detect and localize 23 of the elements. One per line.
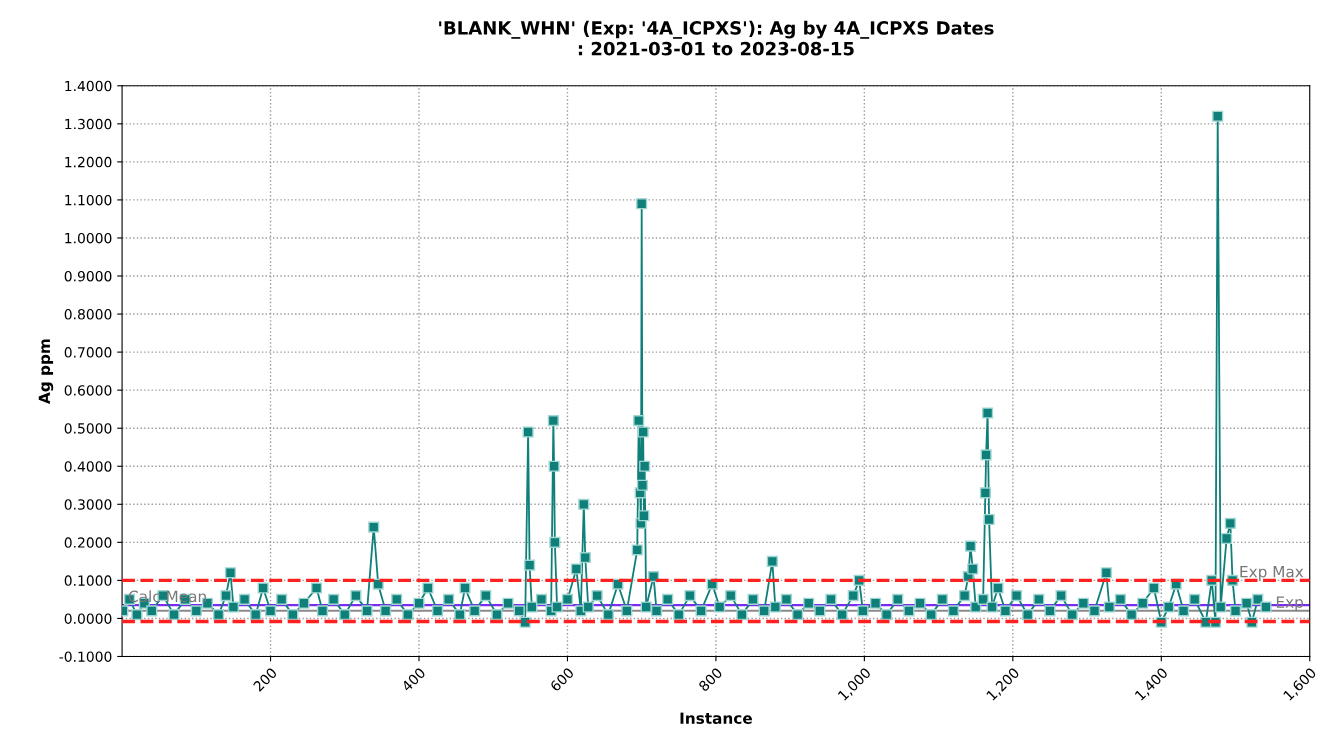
- x-tick-label: 400: [400, 667, 426, 693]
- y-tick-label: 0.9000: [64, 270, 112, 282]
- y-tick-label: 0.1000: [64, 575, 112, 586]
- y-tick-label: 1.2000: [65, 156, 112, 168]
- y-tick-label: 1.4000: [65, 80, 112, 92]
- y-tick-label: 0.0000: [64, 613, 112, 624]
- y-tick-label: 1.0000: [65, 232, 112, 244]
- y-tick-label: 1.1000: [65, 194, 112, 206]
- y-tick-label: 0.8000: [64, 309, 112, 320]
- x-tick-label: 600: [549, 667, 575, 692]
- chart-title: 'BLANK_WHN' (Exp: '4A_ICPXS'): Ag by 4A_ICPXS Dates : 2021-03-01 to 2023-08-15: [439, 20, 994, 56]
- x-axis-title: Instance: [680, 712, 752, 724]
- x-tick-label: 800: [698, 667, 723, 692]
- y-tick-label: 0.3000: [64, 499, 112, 510]
- y-tick-label: 0.2000: [64, 537, 112, 548]
- y-axis-title: Ag ppm: [38, 339, 54, 404]
- y-tick-label: 1.3000: [65, 118, 112, 130]
- y-tick-label: 0.6000: [64, 385, 112, 396]
- ref-line-label: Exp Max: [1240, 566, 1304, 581]
- y-tick-label: 0.5000: [64, 423, 112, 434]
- y-tick-label: 0.4000: [64, 461, 112, 472]
- y-tick-label: 0.7000: [64, 347, 112, 358]
- y-tick-label: -0.1000: [59, 651, 112, 662]
